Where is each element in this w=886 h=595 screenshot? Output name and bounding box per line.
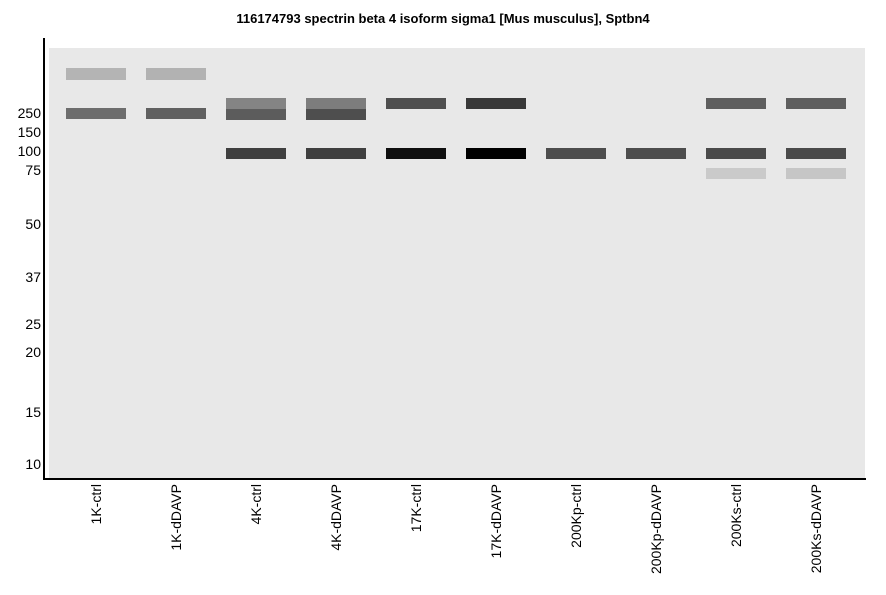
gel-background — [49, 48, 865, 478]
gel-band-4K-dDAVP-270kDa — [306, 98, 366, 109]
mw-tick-37: 37 — [25, 269, 41, 285]
gel-band-4K-dDAVP-250kDa — [306, 109, 366, 120]
gel-band-1K-dDAVP-250kDa — [146, 108, 206, 119]
mw-tick-150: 150 — [17, 124, 41, 140]
lane-label-1K-dDAVP: 1K-dDAVP — [168, 484, 184, 551]
gel-band-200Ks-dDAVP-100kDa — [786, 148, 846, 159]
lane-label-4K-dDAVP: 4K-dDAVP — [328, 484, 344, 551]
mw-tick-100: 100 — [17, 143, 41, 159]
gel-band-200Ks-dDAVP-270kDa — [786, 98, 846, 109]
gel-band-17K-ctrl-270kDa — [386, 98, 446, 109]
gel-band-200Ks-ctrl-270kDa — [706, 98, 766, 109]
gel-band-17K-dDAVP-100kDa — [466, 148, 526, 159]
gel-band-1K-ctrl-250kDa — [66, 68, 126, 80]
lane-label-4K-ctrl: 4K-ctrl — [248, 484, 264, 525]
gel-band-4K-ctrl-250kDa — [226, 109, 286, 120]
lane-label-200Ks-dDAVP: 200Ks-dDAVP — [808, 484, 824, 574]
gel-band-4K-ctrl-270kDa — [226, 98, 286, 109]
mw-tick-250: 250 — [17, 105, 41, 121]
mw-tick-25: 25 — [25, 316, 41, 332]
lane-label-200Kp-ctrl: 200Kp-ctrl — [568, 484, 584, 548]
gel-band-200Kp-dDAVP-100kDa — [626, 148, 686, 159]
gel-band-4K-dDAVP-100kDa — [306, 148, 366, 159]
lane-label-17K-dDAVP: 17K-dDAVP — [488, 484, 504, 559]
lane-label-17K-ctrl: 17K-ctrl — [408, 484, 424, 533]
gel-band-200Ks-ctrl-77kDa — [706, 168, 766, 179]
y-axis-line — [43, 38, 45, 480]
lane-label-1K-ctrl: 1K-ctrl — [88, 484, 104, 525]
mw-tick-75: 75 — [25, 162, 41, 178]
gel-band-200Ks-ctrl-100kDa — [706, 148, 766, 159]
gel-band-200Ks-dDAVP-77kDa — [786, 168, 846, 179]
chart-title: 116174793 spectrin beta 4 isoform sigma1… — [236, 11, 650, 26]
gel-band-1K-ctrl-250kDa — [66, 108, 126, 119]
mw-tick-50: 50 — [25, 216, 41, 232]
x-axis-line — [43, 478, 866, 480]
lane-label-200Ks-ctrl: 200Ks-ctrl — [728, 484, 744, 548]
gel-band-17K-dDAVP-270kDa — [466, 98, 526, 109]
mw-tick-10: 10 — [25, 456, 41, 472]
gel-band-1K-dDAVP-250kDa — [146, 68, 206, 80]
gel-band-4K-ctrl-100kDa — [226, 148, 286, 159]
mw-tick-15: 15 — [25, 404, 41, 420]
lane-label-200Kp-dDAVP: 200Kp-dDAVP — [648, 484, 664, 575]
gel-band-17K-ctrl-100kDa — [386, 148, 446, 159]
gel-band-200Kp-ctrl-100kDa — [546, 148, 606, 159]
mw-tick-20: 20 — [25, 344, 41, 360]
